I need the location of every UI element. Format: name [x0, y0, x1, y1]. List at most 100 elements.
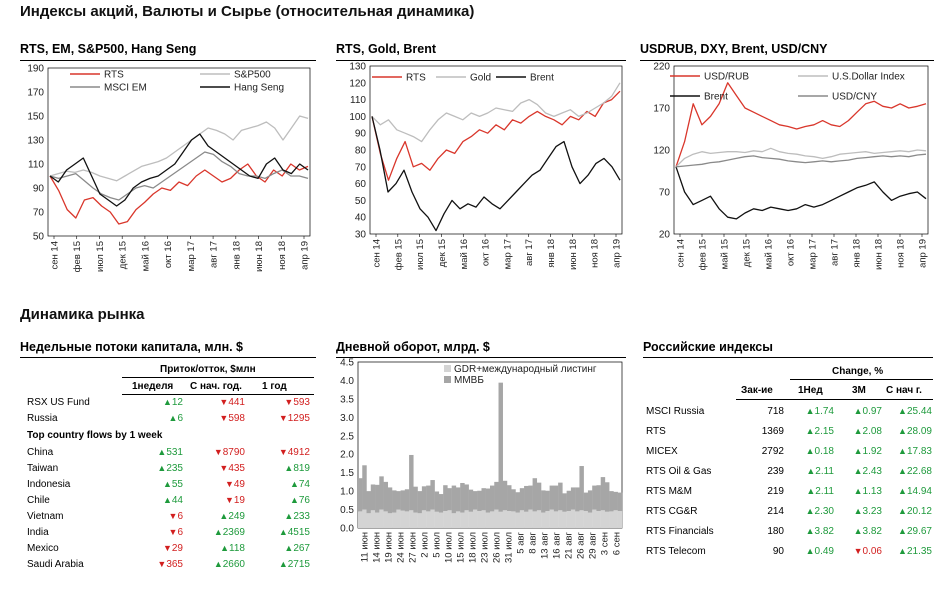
- index-cell-3m: ▲1.13: [822, 486, 882, 497]
- index-cell-1w: ▲0.49: [774, 546, 834, 557]
- bar-micex: [570, 487, 576, 510]
- legend-label: S&P500: [234, 70, 271, 81]
- y-tick-label: 3.5: [340, 394, 354, 405]
- flows-cell-1y: ▼593: [250, 397, 310, 408]
- x-tick-label: 16 авг: [552, 531, 563, 559]
- cell-value: 1295: [287, 413, 310, 424]
- flows-cell-1y: ▼4912: [250, 447, 310, 458]
- bar-micex: [370, 484, 376, 511]
- bar-gdr: [502, 510, 508, 528]
- bar-gdr: [481, 510, 486, 528]
- bar-micex: [375, 484, 380, 513]
- bar-gdr: [451, 513, 457, 528]
- flows-title-rule: [20, 357, 316, 358]
- page-title: Индексы акций, Валюты и Сырье (относител…: [20, 3, 475, 20]
- cell-value: 0.97: [862, 406, 882, 417]
- series-line-1: [675, 147, 927, 168]
- arrow-up-icon: ▲: [805, 506, 815, 516]
- flows-cell-1w: ▼6: [123, 527, 183, 538]
- bar-gdr: [392, 512, 397, 528]
- indices-title: Российские индексы: [643, 340, 773, 354]
- arrow-up-icon: ▲: [289, 495, 299, 505]
- index-cell-1w: ▲3.82: [774, 526, 834, 537]
- flows-cell-1w: ▲44: [123, 495, 183, 506]
- y-tick-label: 150: [27, 112, 44, 123]
- arrow-down-icon: ▼: [278, 447, 288, 457]
- y-tick-label: 220: [653, 62, 670, 73]
- cell-value: 6: [177, 413, 183, 424]
- arrow-down-icon: ▼: [284, 397, 294, 407]
- arrow-down-icon: ▼: [162, 543, 172, 553]
- flows-title: Недельные потоки капитала, млн. $: [20, 340, 244, 354]
- indices-change-header: Change, %: [832, 366, 884, 377]
- cell-value: 598: [228, 413, 245, 424]
- index-cell-ytd: ▲29.67: [872, 526, 932, 537]
- arrow-up-icon: ▲: [898, 486, 907, 496]
- index-cell-ytd: ▲21.35: [872, 546, 932, 557]
- index-cell-1w: ▲1.74: [774, 406, 834, 417]
- cell-value: 6: [177, 511, 183, 522]
- bar-micex: [434, 491, 440, 512]
- arrow-up-icon: ▲: [213, 527, 223, 537]
- bar-gdr: [498, 511, 503, 528]
- arrow-up-icon: ▲: [805, 426, 815, 436]
- arrow-up-icon: ▲: [853, 506, 863, 516]
- index-cell-close: 2792: [761, 446, 784, 457]
- flows-row-name: RSX US Fund: [27, 397, 90, 408]
- bar-gdr: [443, 511, 448, 528]
- bar-gdr: [434, 511, 440, 528]
- bar-gdr: [562, 511, 567, 528]
- cell-value: 1.74: [814, 406, 834, 417]
- bar-micex: [507, 485, 512, 512]
- plot-frame: [369, 65, 623, 235]
- bar-micex: [558, 482, 563, 511]
- bar-micex: [472, 491, 478, 510]
- flows-cell-1w: ▲55: [123, 479, 183, 490]
- y-tick-label: 190: [27, 64, 44, 75]
- x-tick-label: янв 18: [546, 239, 557, 268]
- bar-gdr: [468, 511, 474, 528]
- index-cell-1w: ▲2.15: [774, 426, 834, 437]
- cell-value: 28.09: [906, 426, 932, 437]
- arrow-up-icon: ▲: [805, 406, 815, 416]
- x-tick-label: мар 17: [502, 239, 513, 269]
- x-tick-label: апр 19: [300, 241, 311, 270]
- y-tick-label: 120: [349, 78, 366, 89]
- x-tick-label: 5 авг: [516, 531, 527, 553]
- bar-micex: [536, 482, 542, 511]
- x-tick-label: 2 июл: [420, 532, 431, 558]
- x-tick-label: дек 15: [118, 241, 129, 269]
- arrow-down-icon: ▼: [168, 527, 178, 537]
- series-line-0: [675, 82, 927, 168]
- bar-micex: [396, 491, 401, 510]
- cell-value: 0.06: [862, 546, 882, 557]
- x-tick-label: 26 июл: [492, 532, 503, 563]
- arrow-down-icon: ▼: [853, 546, 863, 556]
- x-tick-label: 8 авг: [528, 531, 539, 553]
- legend-label: USD/RUB: [704, 72, 749, 83]
- bar-micex: [392, 490, 397, 513]
- bar-micex: [587, 490, 593, 513]
- x-tick-label: сен 14: [50, 241, 61, 270]
- flows-group-rule: [122, 377, 314, 378]
- x-tick-label: мар 17: [808, 239, 819, 269]
- cell-value: 233: [293, 511, 310, 522]
- y-tick-label: 110: [28, 160, 44, 171]
- y-tick-label: 4.0: [340, 376, 354, 387]
- bar-gdr: [490, 511, 495, 528]
- cell-value: 29.67: [906, 526, 932, 537]
- bar-gdr: [426, 511, 431, 528]
- bar-gdr: [575, 511, 580, 528]
- cell-value: 267: [293, 543, 310, 554]
- bar-gdr: [383, 511, 389, 528]
- x-tick-label: 18 июл: [468, 532, 479, 563]
- bar-micex: [481, 488, 486, 511]
- x-tick-label: 26 авг: [576, 531, 587, 559]
- flows-cell-1w: ▲12: [123, 397, 183, 408]
- bar-gdr: [455, 511, 461, 528]
- index-row-name: RTS CG&R: [646, 506, 698, 517]
- cell-value: 531: [166, 447, 183, 458]
- arrow-down-icon: ▼: [157, 559, 167, 569]
- arrow-up-icon: ▲: [289, 479, 299, 489]
- bar-micex: [524, 485, 529, 512]
